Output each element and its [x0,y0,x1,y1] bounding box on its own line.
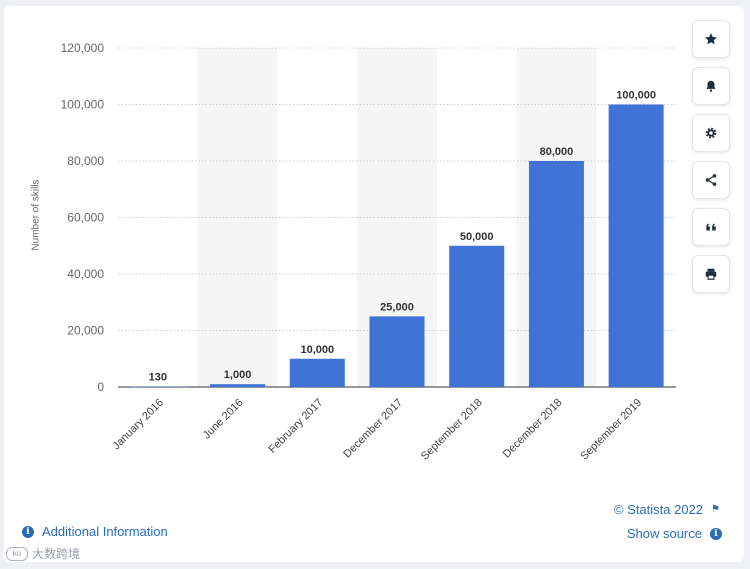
y-axis-label: Number of skills [30,179,42,251]
share-button[interactable] [692,161,730,199]
show-source-link[interactable]: Show source i [627,526,722,541]
share-icon [705,174,717,186]
y-tick-label: 60,000 [67,211,104,225]
data-label: 1,000 [224,369,252,381]
x-tick-label: January 2016 [110,397,166,453]
x-tick-label: September 2019 [578,397,644,463]
favorite-button[interactable] [692,20,730,58]
y-tick-label: 120,000 [61,41,105,55]
bar [449,245,505,387]
info-icon: i [22,525,34,538]
show-source-label: Show source [626,526,702,541]
y-tick-label: 100,000 [61,98,105,112]
chart-toolbar [692,20,730,302]
bell-icon [706,80,716,92]
info-icon: i [710,527,722,540]
watermark-text: 大数跨境 [32,547,81,561]
settings-button[interactable] [692,114,730,152]
bar [130,386,186,388]
watermark: ko 大数跨境 [6,545,80,562]
bar [289,358,345,387]
watermark-logo-icon: ko [6,546,28,561]
star-icon [705,33,717,45]
quote-icon [706,223,716,231]
print-icon [705,268,717,280]
data-label: 100,000 [616,90,656,102]
copyright-text: © Statista 2022 [613,502,704,517]
data-label: 10,000 [300,344,334,356]
x-tick-label: February 2017 [266,397,325,456]
bar [528,161,584,387]
x-tick-label: December 2017 [341,397,405,461]
bar [210,384,266,387]
bar [608,104,664,387]
data-label: 25,000 [380,301,414,313]
y-tick-label: 80,000 [67,154,104,168]
data-label: 130 [149,372,167,384]
copyright-link[interactable]: © Statista 2022 ⚑ [614,502,720,517]
print-button[interactable] [692,255,730,293]
x-tick-label: December 2018 [501,397,565,461]
notification-button[interactable] [692,67,730,105]
gear-icon [705,127,717,139]
cite-button[interactable] [692,208,730,246]
y-tick-label: 0 [97,380,104,394]
flag-icon: ⚑ [711,504,720,515]
y-tick-label: 20,000 [67,324,104,338]
additional-information-link[interactable]: i Additional Information [22,524,168,539]
x-tick-label: June 2016 [201,397,246,442]
bar [369,316,425,387]
y-tick-label: 40,000 [67,267,104,281]
data-label: 50,000 [460,231,494,243]
x-tick-label: September 2018 [419,397,485,463]
data-label: 80,000 [540,146,574,158]
additional-information-label: Additional Information [42,524,168,539]
